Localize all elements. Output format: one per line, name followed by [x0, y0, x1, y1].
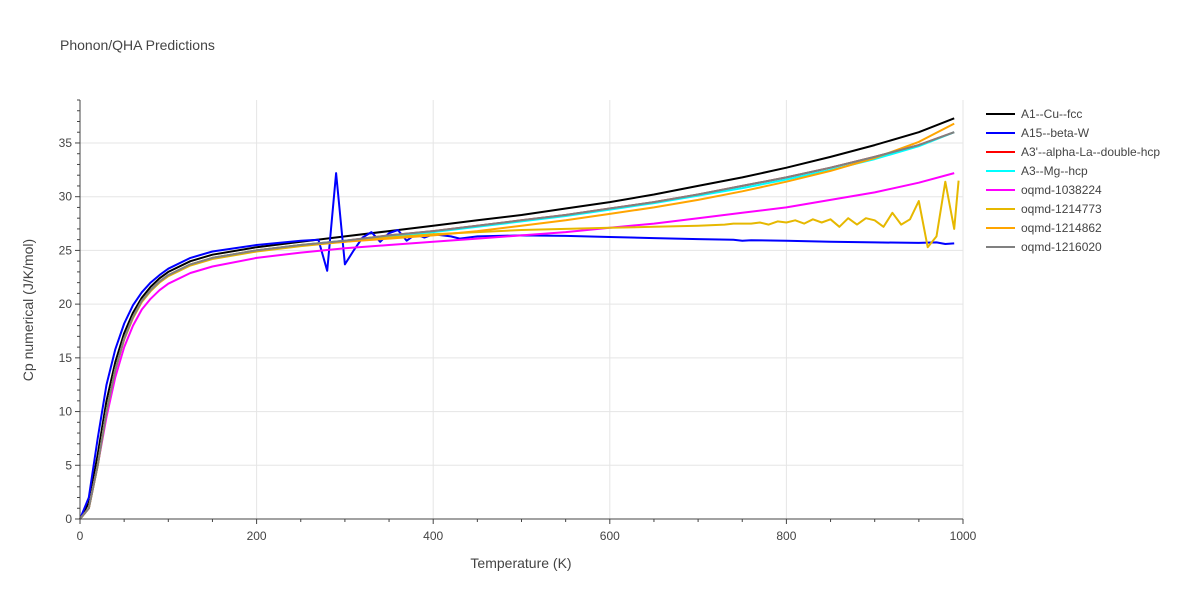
tick-labels: 0 200 400 600 800 1000 0 5 10 15 20 25 30 35	[59, 136, 977, 543]
x-tick-label: 600	[600, 529, 620, 543]
legend-label: A15--beta-W	[1021, 126, 1090, 140]
series-line	[79, 131, 955, 520]
legend-item[interactable]: oqmd-1216020	[986, 240, 1102, 254]
legend-label: A3--Mg--hcp	[1021, 164, 1088, 178]
chart-title: Phonon/QHA Predictions	[60, 37, 215, 53]
y-tick-label: 15	[59, 351, 73, 365]
legend-label: oqmd-1038224	[1021, 183, 1102, 197]
legend-item[interactable]: oqmd-1214862	[986, 221, 1102, 235]
series-line	[79, 180, 960, 520]
legend-item[interactable]: A15--beta-W	[986, 126, 1090, 140]
y-tick-label: 35	[59, 136, 73, 150]
y-tick-label: 10	[59, 405, 73, 419]
legend-item[interactable]: oqmd-1038224	[986, 183, 1102, 197]
y-tick-label: 30	[59, 190, 73, 204]
x-axis-title: Temperature (K)	[470, 555, 571, 571]
legend-item[interactable]: A1--Cu--fcc	[986, 107, 1082, 121]
legend-item[interactable]: oqmd-1214773	[986, 202, 1102, 216]
x-tick-label: 200	[247, 529, 267, 543]
y-tick-label: 25	[59, 243, 73, 257]
series-line	[79, 131, 955, 520]
legend-label: oqmd-1214773	[1021, 202, 1102, 216]
legend-label: oqmd-1214862	[1021, 221, 1102, 235]
legend-label: oqmd-1216020	[1021, 240, 1102, 254]
legend-item[interactable]: A3--Mg--hcp	[986, 164, 1088, 178]
series-line	[79, 172, 955, 520]
y-tick-label: 5	[65, 458, 72, 472]
y-tick-label: 20	[59, 297, 73, 311]
legend-label: A3'--alpha-La--double-hcp	[1021, 145, 1160, 159]
plot-area	[79, 117, 960, 520]
legend-item[interactable]: A3'--alpha-La--double-hcp	[986, 145, 1160, 159]
x-tick-label: 800	[776, 529, 796, 543]
axes	[75, 99, 964, 524]
legend: A1--Cu--fcc A15--beta-W A3'--alpha-La--dou…	[986, 107, 1160, 254]
x-tick-label: 0	[77, 529, 84, 543]
series-line	[79, 131, 955, 520]
y-tick-label: 0	[65, 512, 72, 526]
x-tick-label: 1000	[950, 529, 977, 543]
series-line	[79, 117, 955, 520]
grid	[80, 100, 964, 519]
legend-label: A1--Cu--fcc	[1021, 107, 1082, 121]
y-axis-title: Cp numerical (J/K/mol)	[20, 239, 36, 381]
series-line	[79, 122, 955, 520]
series-line	[79, 172, 955, 520]
x-tick-label: 400	[423, 529, 443, 543]
